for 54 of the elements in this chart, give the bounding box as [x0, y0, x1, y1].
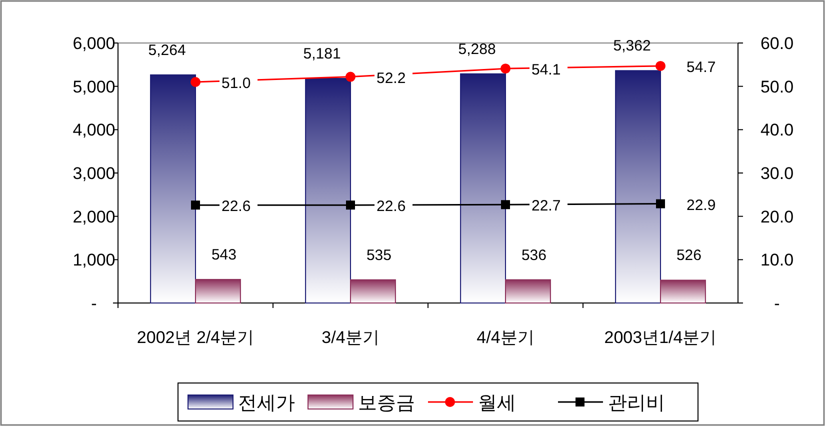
data-label: 52.2	[376, 70, 406, 87]
bar	[505, 279, 551, 304]
data-label: 54.1	[532, 62, 561, 79]
y2-tick-label: 60.0	[760, 34, 794, 53]
y2-tick-label: -	[774, 294, 780, 313]
data-label: 51.0	[222, 75, 251, 92]
data-label: 526	[676, 247, 702, 264]
point	[501, 200, 510, 210]
data-label: 54.7	[686, 58, 716, 76]
data-label: 535	[366, 246, 392, 264]
bar	[350, 279, 396, 304]
point	[500, 64, 510, 74]
data-label: 5,181	[303, 45, 341, 62]
y2-tick-label: 50.0	[760, 77, 794, 96]
y-tick-label: -	[91, 294, 97, 313]
data-label: 22.6	[376, 198, 406, 216]
bar	[305, 78, 351, 304]
data-label: 536	[521, 246, 546, 264]
data-label: 22.6	[222, 198, 251, 216]
data-label: 5,264	[148, 42, 186, 59]
point	[656, 199, 665, 208]
data-label: 5,288	[458, 40, 496, 58]
bar	[615, 70, 661, 304]
y2-tick-label: 10.0	[760, 250, 794, 270]
point	[346, 200, 355, 210]
data-label: 22.9	[686, 196, 716, 214]
point	[656, 60, 666, 71]
point	[346, 72, 356, 82]
bar	[150, 74, 196, 304]
data-label: 22.7	[532, 198, 561, 215]
y-tick-label: 4,000	[72, 120, 116, 140]
data-label: 5,362	[613, 38, 651, 55]
y2-tick-label: 40.0	[760, 120, 794, 140]
point	[190, 77, 200, 87]
x-tick-label: 4/4분기	[476, 328, 534, 347]
y-tick-label: 3,000	[72, 164, 116, 183]
legend-label: 보증금	[358, 393, 415, 414]
data-label: 543	[211, 246, 236, 264]
y-tick-label: 2,000	[72, 207, 116, 226]
x-tick-label: 2002년 2/4분기	[136, 328, 254, 347]
y-tick-label: 5,000	[72, 77, 116, 96]
legend-label: 관리비	[608, 393, 665, 414]
bar	[195, 278, 241, 304]
x-tick-label: 2003년1/4분기	[604, 328, 717, 347]
y2-tick-label: 30.0	[760, 164, 794, 183]
y2-tick-label: 20.0	[760, 207, 794, 226]
x-tick-label: 3/4분기	[322, 328, 380, 347]
point	[191, 200, 200, 210]
bar	[660, 280, 706, 304]
bar	[460, 73, 506, 304]
legend-label: 전세가	[238, 393, 295, 414]
legend-label: 월세	[478, 393, 516, 414]
y-tick-label: 1,000	[72, 250, 116, 270]
y-tick-label: 6,000	[72, 34, 116, 53]
